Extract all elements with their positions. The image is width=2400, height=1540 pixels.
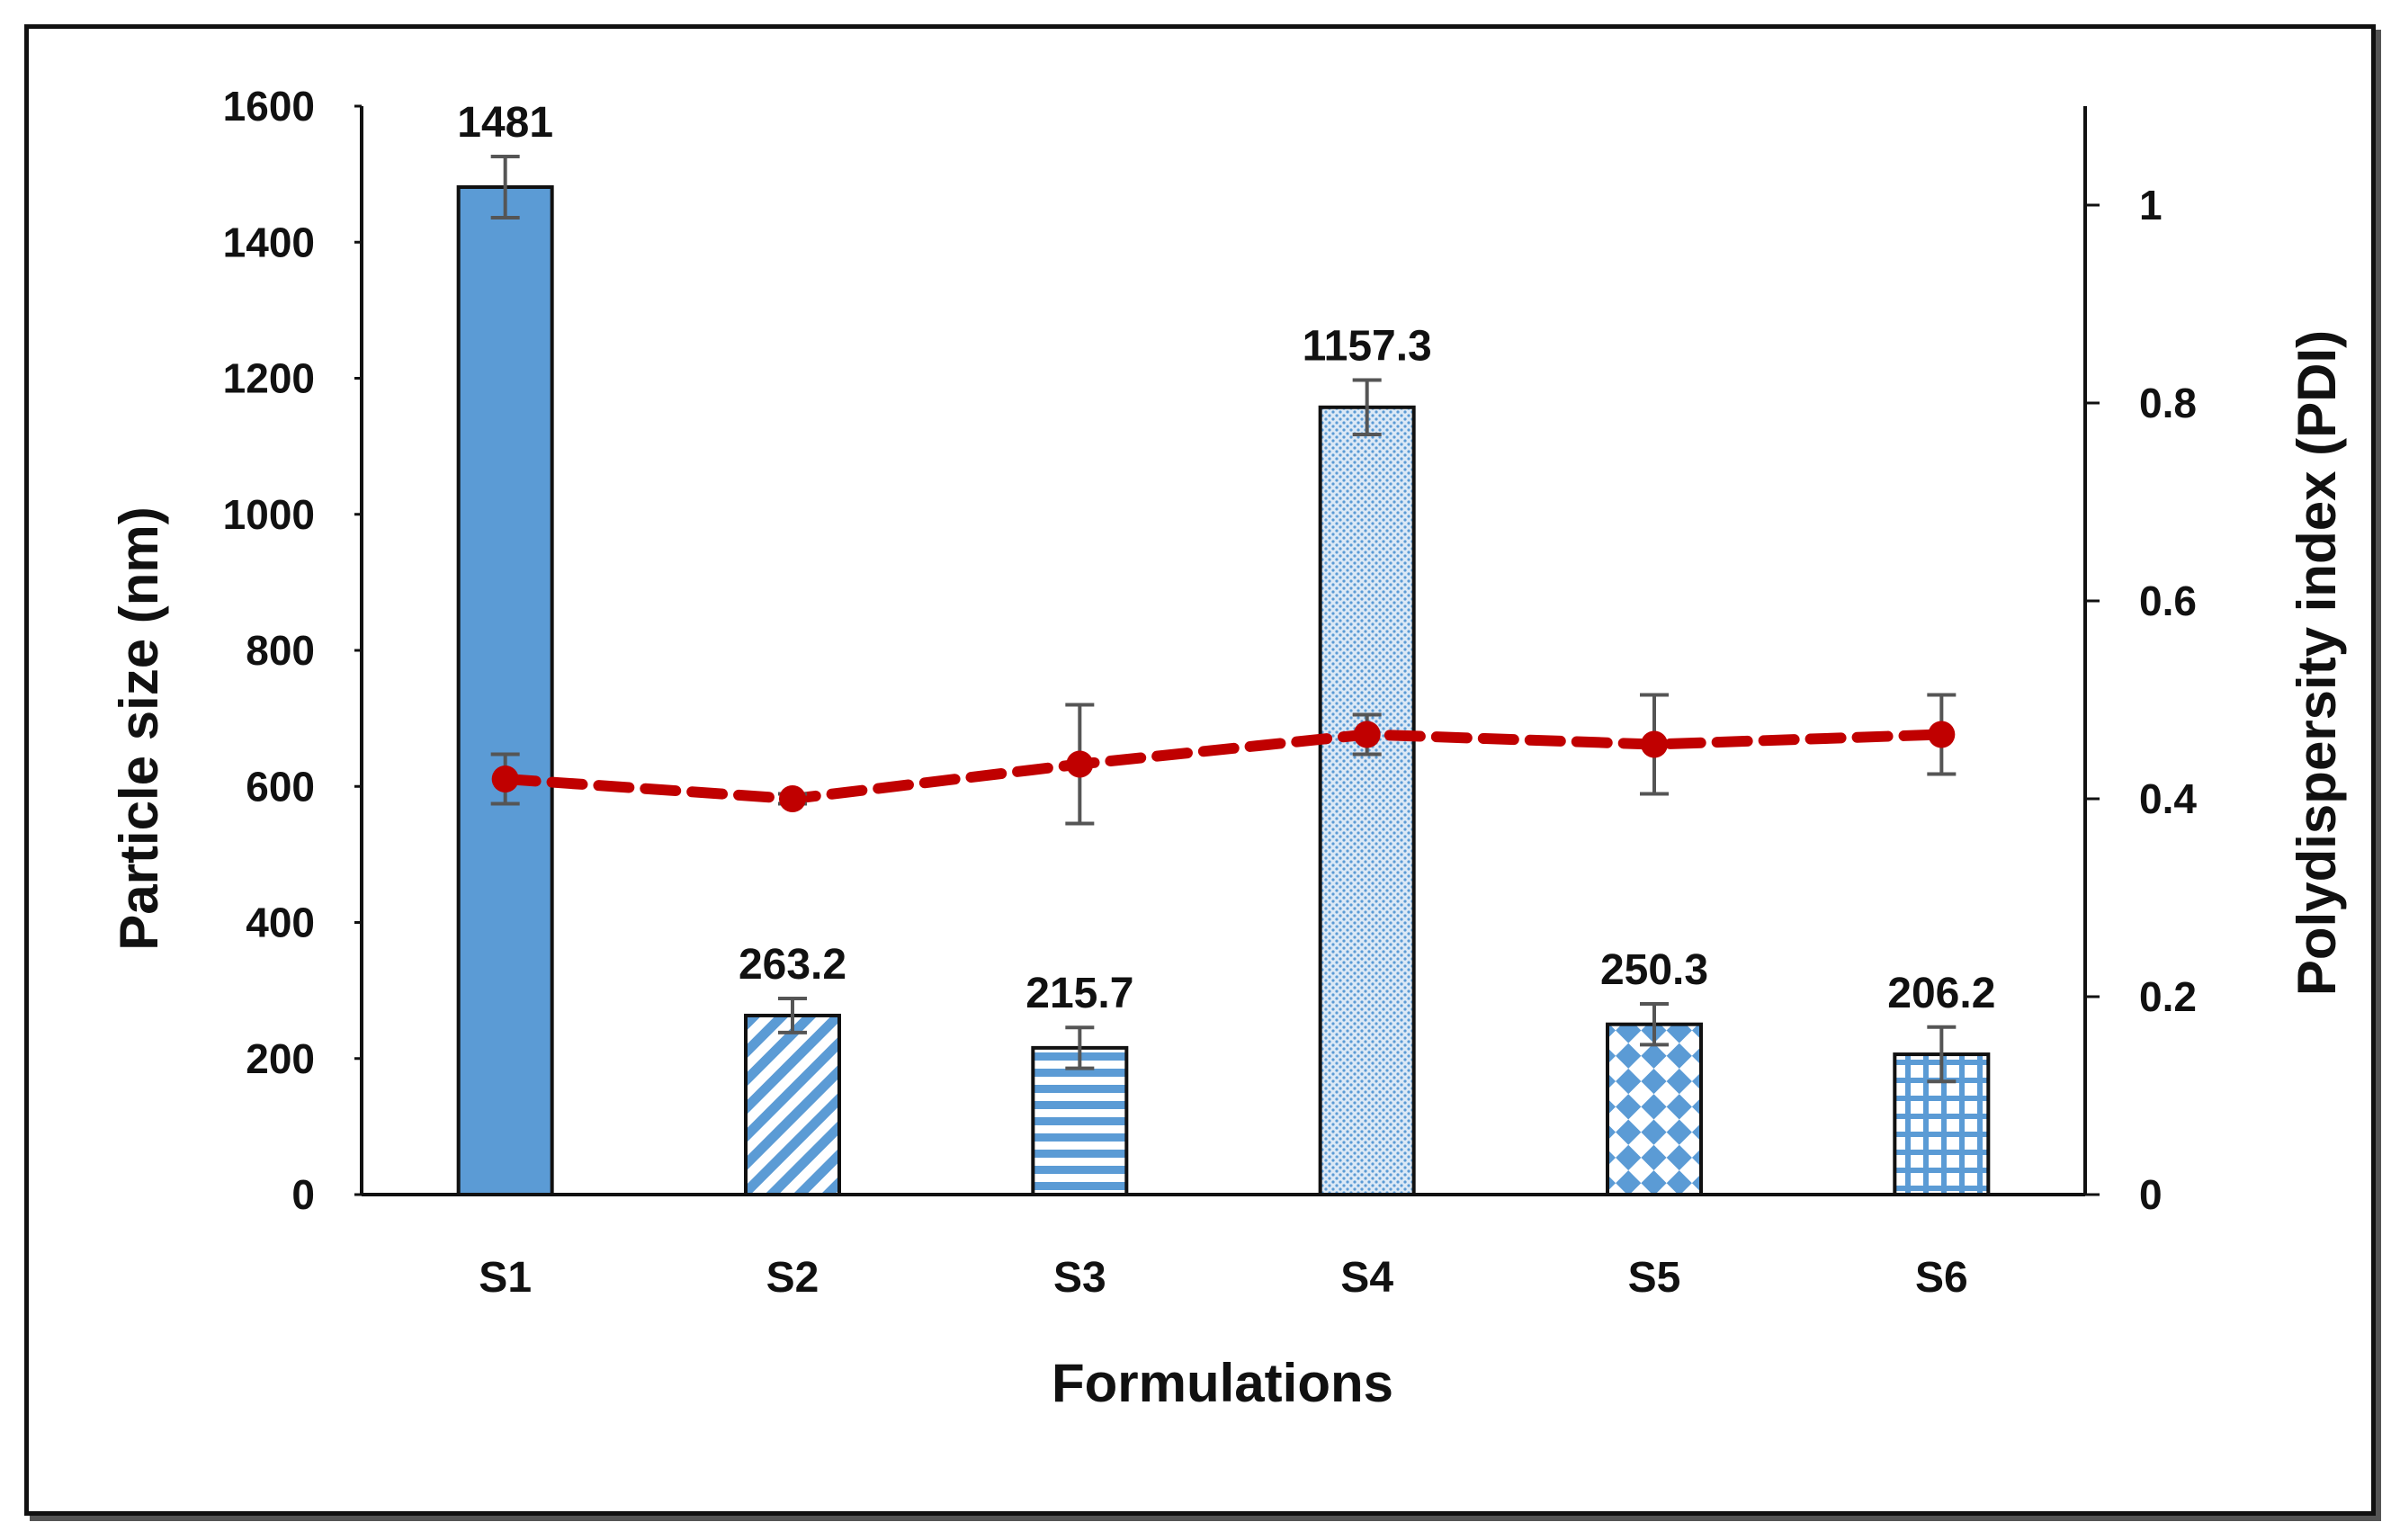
y2-tick-label: 0.8 <box>2139 380 2197 426</box>
y2-tick-label: 0.2 <box>2139 973 2197 1020</box>
y-tick-label: 600 <box>246 763 315 810</box>
y-tick-label: 1400 <box>223 219 315 265</box>
y-tick-label: 1200 <box>223 355 315 402</box>
data-label-s1: 1481 <box>457 99 553 147</box>
label-group: 1481 263.2 215.7 1157.3 250.3 206.2 <box>457 99 1995 1017</box>
y-tick-label: 200 <box>246 1035 315 1082</box>
pdi-point-s1 <box>491 766 519 792</box>
y2-tick-label: 0 <box>2139 1171 2163 1218</box>
data-label-s5: 250.3 <box>1600 946 1708 994</box>
bar-s3 <box>1031 1045 1129 1196</box>
x-tick-label-s1: S1 <box>479 1254 532 1302</box>
x-tick-label-s6: S6 <box>1915 1254 1968 1302</box>
pdi-point-s4 <box>1353 721 1381 748</box>
y-tick-label: 0 <box>291 1171 315 1218</box>
y2-tick-label: 1 <box>2139 182 2163 228</box>
bar-s5 <box>1606 1022 1703 1196</box>
y2-tick-label: 0.4 <box>2139 775 2197 822</box>
data-label-s6: 206.2 <box>1887 970 1995 1017</box>
data-label-s4: 1157.3 <box>1303 323 1432 371</box>
figure-frame <box>24 24 2376 1516</box>
bar-s4 <box>1318 405 1416 1196</box>
axes-group: 0 200 400 600 800 1000 1200 1400 1600 0 0.2 0.4 0.6 0… <box>223 83 2198 1302</box>
bar-s1 <box>456 184 554 1196</box>
x-tick-label-s2: S2 <box>766 1254 819 1302</box>
x-tick-label-s3: S3 <box>1053 1254 1106 1302</box>
bar-errorbar-group <box>490 154 1957 1084</box>
x-tick-label-s4: S4 <box>1340 1254 1393 1302</box>
pdi-line-group <box>490 693 1957 826</box>
y-axis-title: Particle size (nm) <box>109 506 169 951</box>
bar-s2 <box>744 1013 841 1196</box>
y2-tick-label: 0.6 <box>2139 578 2197 624</box>
pdi-point-s2 <box>779 785 806 812</box>
pdi-line <box>499 729 1948 805</box>
y-tick-label: 400 <box>246 900 315 946</box>
pdi-point-s5 <box>1641 730 1668 758</box>
pdi-point-s3 <box>1066 750 1094 778</box>
data-label-s3: 215.7 <box>1025 970 1133 1017</box>
y2-axis-title: Polydispersity index (PDI) <box>2287 330 2347 996</box>
y-tick-label: 800 <box>246 627 315 674</box>
data-label-s2: 263.2 <box>739 941 846 989</box>
y-tick-label: 1000 <box>223 491 315 538</box>
y-tick-label: 1600 <box>223 83 315 130</box>
x-tick-label-s5: S5 <box>1628 1254 1681 1302</box>
x-axis-title: Formulations <box>1052 1353 1393 1413</box>
pdi-point-s6 <box>1928 721 1956 748</box>
bar-group <box>456 184 1991 1197</box>
